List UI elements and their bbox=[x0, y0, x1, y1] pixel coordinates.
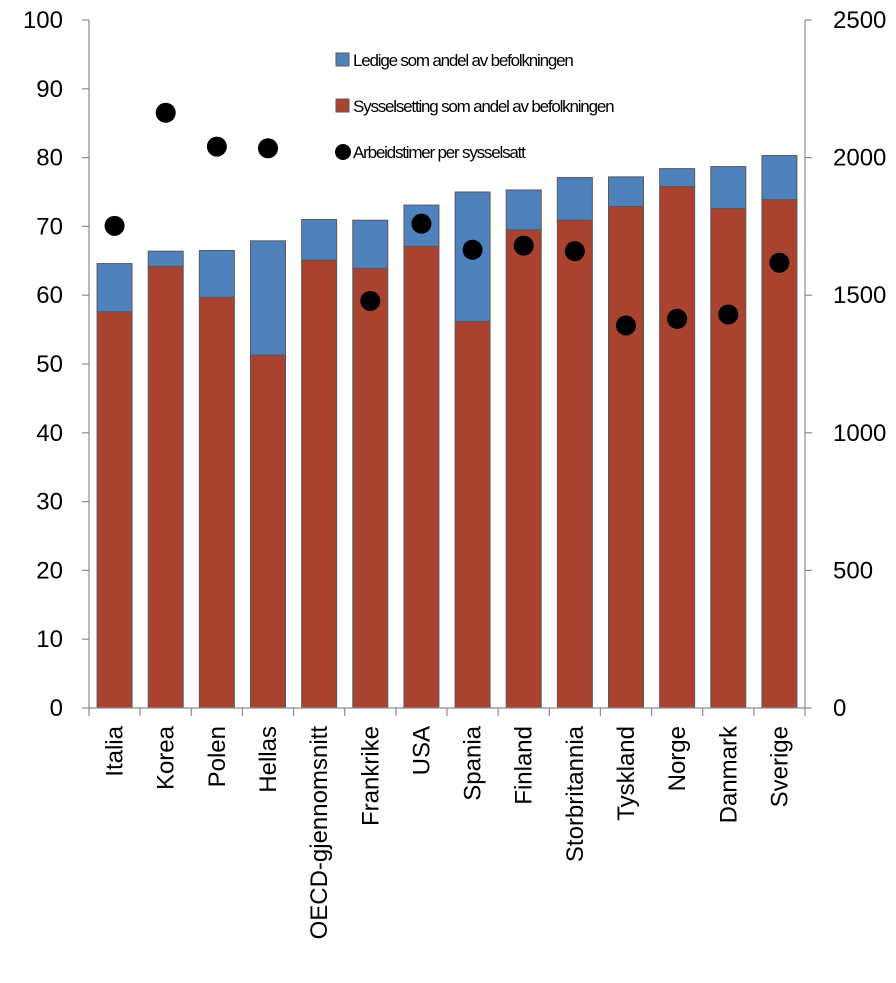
legend-marker bbox=[335, 144, 351, 160]
bars bbox=[96, 155, 798, 709]
bar-unemployed bbox=[505, 189, 542, 231]
hours-point bbox=[616, 315, 636, 336]
legend-swatch bbox=[335, 52, 350, 67]
x-tick-label: Hellas bbox=[255, 726, 282, 793]
bar-employment bbox=[505, 229, 542, 709]
x-tick-label: Polen bbox=[204, 726, 231, 787]
hours-point bbox=[564, 241, 585, 262]
y-right-tick-label: 0 bbox=[833, 695, 846, 722]
bar-unemployed bbox=[608, 176, 644, 207]
y-axis-left: 0 10 20 30 40 50 60 70 80 90 100 bbox=[23, 7, 89, 722]
legend-label: Arbeidstimer per sysselsatt bbox=[353, 143, 526, 162]
scatter-points bbox=[104, 102, 790, 336]
bar-employment bbox=[147, 265, 184, 709]
hours-point bbox=[155, 102, 176, 123]
y-right-tick-label: 500 bbox=[833, 557, 873, 584]
bar-unemployed bbox=[710, 166, 747, 210]
hours-point bbox=[718, 304, 739, 325]
y-left-tick-label: 80 bbox=[36, 145, 63, 172]
hours-point bbox=[104, 215, 125, 236]
y-axis-right: 0 500 1000 1500 2000 2500 bbox=[805, 7, 886, 722]
bar-unemployed bbox=[147, 250, 184, 267]
y-left-tick-label: 60 bbox=[36, 282, 63, 309]
x-tick-label: Norge bbox=[664, 726, 691, 791]
axes bbox=[88, 20, 806, 716]
x-tick-label: Danmark bbox=[715, 725, 742, 823]
bar-unemployed bbox=[250, 240, 286, 356]
y-right-tick-label: 1000 bbox=[833, 420, 886, 447]
bar-unemployed bbox=[96, 263, 133, 313]
bar-unemployed bbox=[556, 177, 593, 221]
bar-unemployed bbox=[352, 219, 389, 269]
bar-unemployed bbox=[198, 249, 235, 298]
bar-employment bbox=[198, 296, 235, 709]
y-left-tick-label: 50 bbox=[36, 351, 63, 378]
bar-employment bbox=[608, 205, 644, 709]
bar-employment bbox=[454, 320, 491, 709]
bar-employment bbox=[710, 208, 747, 709]
hours-point bbox=[462, 239, 483, 260]
y-left-tick-label: 40 bbox=[36, 420, 63, 447]
legend: Ledige som andel av befolkningen Sysselse… bbox=[335, 51, 615, 162]
bar-employment bbox=[761, 199, 798, 709]
x-tick-label: Tyskland bbox=[613, 726, 640, 821]
legend-label: Ledige som andel av befolkningen bbox=[353, 51, 573, 70]
bar-employment bbox=[352, 267, 389, 709]
x-tick-label: Spania bbox=[460, 725, 487, 800]
y-left-tick-label: 70 bbox=[36, 213, 63, 240]
y-left-tick-label: 100 bbox=[23, 7, 63, 34]
hours-point bbox=[667, 308, 688, 329]
x-tick-label: Finland bbox=[511, 726, 538, 805]
bar-employment bbox=[556, 219, 593, 709]
x-tick-label: Storbritannia bbox=[562, 725, 589, 862]
x-axis-labels: Italia Korea Polen Hellas OECD-gjennomsnitt F… bbox=[102, 725, 794, 939]
x-tick-label: Italia bbox=[102, 725, 129, 776]
hours-point bbox=[258, 138, 278, 159]
y-right-tick-label: 1500 bbox=[833, 282, 886, 309]
hours-point bbox=[769, 252, 790, 273]
y-left-tick-label: 90 bbox=[36, 76, 63, 103]
bar-employment bbox=[96, 311, 133, 709]
legend-label: Sysselsetting som andel av befolkningen bbox=[353, 97, 614, 116]
bar-employment bbox=[403, 245, 440, 709]
hours-point bbox=[411, 213, 432, 234]
bar-employment bbox=[659, 185, 696, 709]
bar-employment bbox=[301, 259, 338, 709]
bar-unemployed bbox=[301, 219, 338, 261]
x-tick-label: Korea bbox=[153, 725, 180, 790]
x-tick-label: OECD-gjennomsnitt bbox=[306, 726, 333, 940]
bar-unemployed bbox=[761, 155, 798, 201]
x-tick-label: Sverige bbox=[766, 726, 793, 807]
bar-employment bbox=[250, 354, 286, 709]
y-left-tick-label: 30 bbox=[36, 489, 63, 516]
x-tick-label: USA bbox=[408, 726, 435, 775]
y-right-tick-label: 2500 bbox=[833, 7, 886, 34]
hours-point bbox=[206, 136, 227, 157]
bar-unemployed bbox=[659, 168, 696, 187]
x-tick-label: Frankrike bbox=[357, 726, 384, 826]
y-left-tick-label: 10 bbox=[36, 626, 63, 653]
legend-swatch bbox=[335, 98, 350, 113]
hours-point bbox=[360, 290, 381, 311]
y-right-tick-label: 2000 bbox=[833, 145, 886, 172]
y-left-tick-label: 20 bbox=[36, 557, 63, 584]
y-left-tick-label: 0 bbox=[50, 695, 63, 722]
hours-point bbox=[513, 235, 534, 256]
